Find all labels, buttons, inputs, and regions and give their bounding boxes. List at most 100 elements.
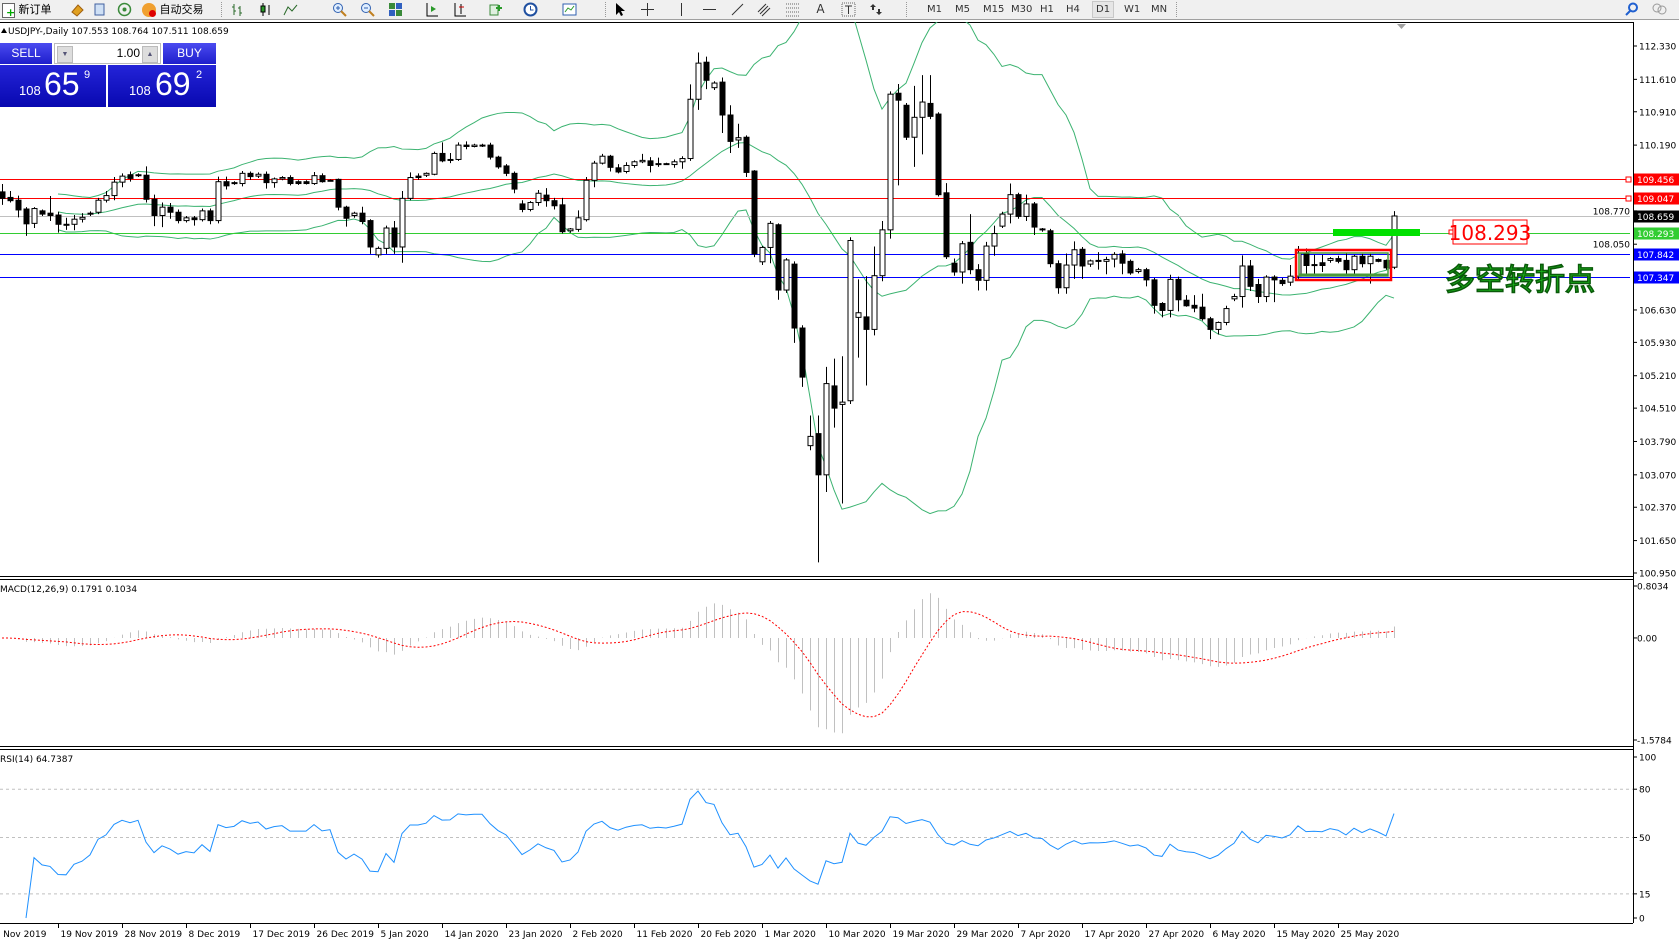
crosshair-icon[interactable] [640,2,655,17]
candle[interactable] [1111,252,1118,268]
candle[interactable] [1079,246,1086,279]
candle[interactable] [719,77,726,134]
candle[interactable] [1015,192,1022,219]
zoom-in-icon[interactable] [332,2,347,17]
candle[interactable] [1279,278,1286,286]
candle[interactable] [183,215,190,223]
candle[interactable] [711,81,718,90]
candle[interactable] [951,258,958,276]
candle[interactable] [1143,267,1150,287]
candle[interactable] [543,188,550,207]
symbol-collapse-icon[interactable] [1,28,7,33]
candle[interactable] [1231,293,1238,302]
candle[interactable] [1159,302,1166,318]
text-label-icon[interactable] [841,2,856,17]
candle[interactable] [687,84,694,161]
support-zone-bar[interactable] [1333,229,1420,236]
candle[interactable] [455,142,462,161]
text-icon[interactable]: A [816,2,825,16]
candle[interactable] [431,151,438,176]
candle[interactable] [39,209,46,216]
candle[interactable] [287,175,294,186]
timeframe-w1[interactable]: W1 [1124,4,1141,15]
candle[interactable] [695,52,702,110]
candle[interactable] [359,206,366,225]
candle[interactable] [255,172,262,178]
candle[interactable] [479,143,486,147]
timeframe-m1[interactable]: M1 [927,4,942,15]
candle[interactable] [679,156,686,169]
lot-size-field[interactable]: ▼ 1.00 ▲ [54,43,161,64]
cursor-icon[interactable] [612,2,627,17]
candle[interactable] [407,172,414,201]
candle[interactable] [367,219,374,254]
timeframe-h1[interactable]: H1 [1040,4,1054,15]
candle[interactable] [1383,259,1390,270]
candle[interactable] [1215,321,1222,335]
candle[interactable] [759,246,766,266]
line-chart-icon[interactable] [283,2,298,17]
candle[interactable] [911,85,918,167]
timeframe-h4[interactable]: H4 [1066,4,1080,15]
level-handle[interactable] [1625,195,1632,202]
candle[interactable] [1183,295,1190,307]
candle[interactable] [151,194,158,227]
candle[interactable] [535,190,542,206]
candle[interactable] [607,154,614,172]
candle[interactable] [95,197,102,215]
search-icon[interactable] [1624,2,1639,17]
candle[interactable] [375,246,382,258]
candle[interactable] [127,171,134,182]
candle[interactable] [279,176,286,181]
candle[interactable] [767,221,774,264]
candle[interactable] [335,178,342,211]
autoscroll-icon[interactable] [424,2,439,17]
candle[interactable] [655,157,662,167]
candle[interactable] [895,83,902,186]
candle[interactable] [1039,227,1046,232]
lot-increase-button[interactable]: ▲ [142,46,158,63]
candle[interactable] [487,142,494,160]
horizontal-line-icon[interactable] [702,2,717,17]
candle[interactable] [727,105,734,153]
candle[interactable] [63,217,70,230]
level-handle[interactable] [1625,176,1632,183]
candle[interactable] [935,112,942,197]
candle[interactable] [991,225,998,256]
candle[interactable] [799,325,806,387]
buy-button[interactable]: BUY [163,43,216,64]
new-order-button[interactable]: + 新订单 [2,1,52,18]
candle[interactable] [351,211,358,218]
candle[interactable] [15,195,22,218]
buy-price-button[interactable]: 108 69 2 [108,65,216,107]
candle[interactable] [1223,305,1230,326]
candle[interactable] [1207,316,1214,340]
candle[interactable] [191,215,198,226]
candle[interactable] [1047,228,1054,268]
price-label-box[interactable] [1452,219,1528,245]
candle[interactable] [215,176,222,224]
candle[interactable] [575,210,582,232]
candle[interactable] [1359,253,1366,268]
candle[interactable] [807,415,814,451]
candle[interactable] [1103,256,1110,275]
candle[interactable] [303,180,310,185]
candle[interactable] [319,173,326,183]
candle[interactable] [503,164,510,177]
candle[interactable] [1023,194,1030,222]
candle[interactable] [1367,253,1374,284]
candle[interactable] [271,177,278,188]
candle[interactable] [343,205,350,227]
candle[interactable] [439,142,446,163]
sell-button[interactable]: SELL [0,43,52,64]
candle[interactable] [7,190,14,203]
candle[interactable] [1191,295,1198,313]
candle[interactable] [959,240,966,284]
candle[interactable] [1055,260,1062,294]
candle[interactable] [23,207,30,236]
candle[interactable] [1175,276,1182,312]
vertical-line-icon[interactable] [674,2,689,17]
candle[interactable] [887,91,894,239]
timeframe-mn[interactable]: MN [1151,4,1168,15]
candle[interactable] [1351,254,1358,276]
